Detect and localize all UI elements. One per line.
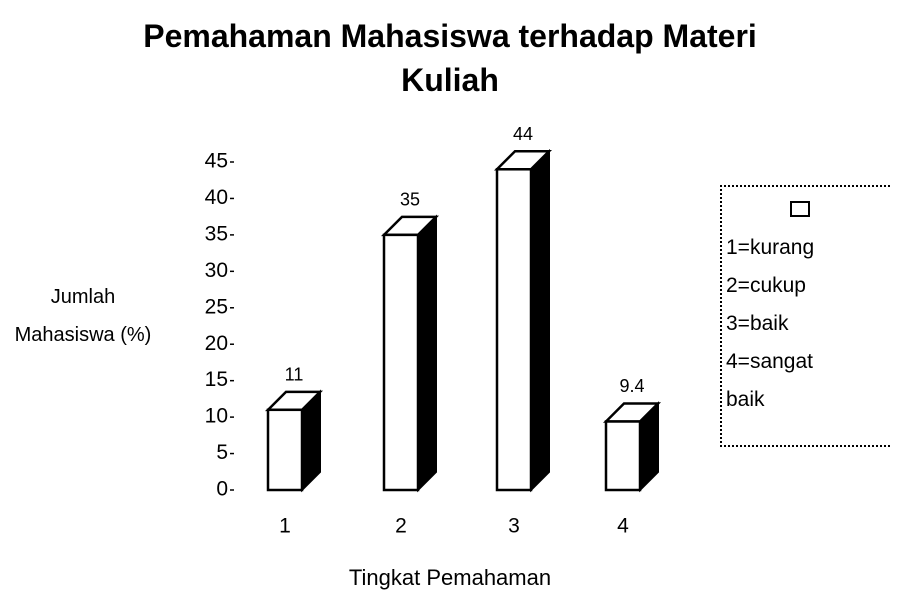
legend-entry: 4=sangat baik — [726, 350, 813, 411]
legend-entry: 3=baik — [726, 312, 789, 335]
y-tick-label: 0 — [216, 478, 228, 501]
data-label: 44 — [513, 124, 533, 144]
x-tick-label: 2 — [395, 515, 407, 538]
bar — [493, 148, 553, 493]
data-label: 11 — [285, 365, 304, 385]
y-axis-label: Jumlah Mahasiswa (%) — [14, 286, 152, 346]
bar — [602, 401, 662, 493]
bar-side — [417, 214, 437, 493]
x-tick-label: 4 — [617, 515, 629, 538]
bar-front — [266, 408, 304, 492]
data-label: 35 — [400, 190, 420, 210]
legend: 1=kurang 2=cukup 3=baik 4=sangat baik — [720, 185, 890, 447]
y-tick-label: 5 — [216, 441, 228, 464]
y-tick-label: 25 — [205, 295, 228, 318]
y-tick-label: 45 — [205, 150, 228, 173]
chart-title: Pemahaman Mahasiswa terhadap Materi Kuli… — [143, 18, 757, 98]
y-tick-label: 40 — [205, 186, 228, 209]
x-tick-label: 1 — [279, 515, 291, 538]
bar-side — [530, 148, 550, 493]
data-label: 9.4 — [619, 376, 644, 396]
bar — [380, 214, 440, 493]
x-tick-label: 3 — [508, 515, 520, 538]
bar-front — [495, 168, 533, 492]
x-axis-label: Tingkat Pemahaman — [348, 565, 552, 590]
y-tick-label: 35 — [205, 222, 228, 245]
y-tick-label: 15 — [205, 368, 228, 391]
legend-entry: 1=kurang — [726, 236, 815, 259]
bar — [264, 389, 324, 493]
legend-entry: 2=cukup — [726, 274, 806, 297]
legend-symbol — [790, 201, 810, 217]
y-tick-label: 20 — [205, 332, 228, 355]
bar-front — [382, 233, 420, 492]
y-tick-label: 10 — [205, 405, 228, 428]
y-tick-label: 30 — [205, 259, 228, 282]
bar-front — [604, 420, 642, 492]
